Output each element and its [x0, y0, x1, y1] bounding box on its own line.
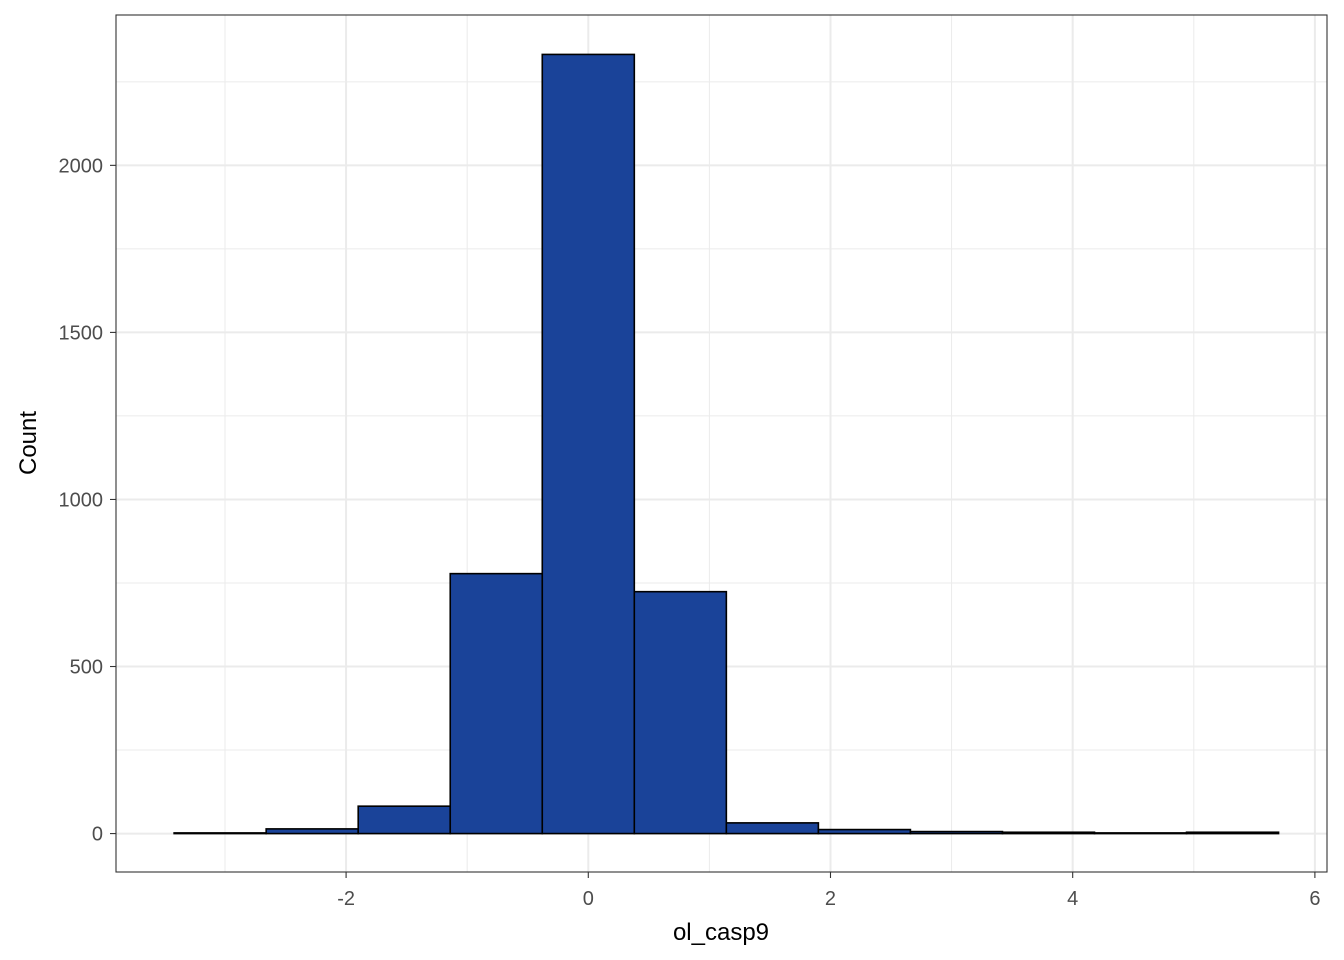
plot-panel-border [115, 14, 1328, 873]
histogram-bar [1185, 831, 1280, 835]
y-axis-ticks: 0 500 1000 1500 2000 [59, 155, 116, 846]
histogram-bars [173, 53, 1280, 835]
y-tick-label: 1500 [59, 322, 104, 344]
x-tick-label: 6 [1309, 888, 1320, 910]
x-tick-label: 4 [1067, 888, 1078, 910]
y-tick-label: 2000 [59, 155, 104, 177]
x-tick-label: 2 [825, 888, 836, 910]
x-tick-label: -2 [337, 888, 355, 910]
y-tick-label: 500 [70, 657, 103, 679]
histogram-bar [357, 805, 452, 835]
histogram-bar [173, 832, 267, 835]
histogram-bar [449, 572, 544, 835]
histogram-bar [725, 822, 820, 835]
histogram-bar [817, 828, 912, 835]
y-tick-label: 0 [92, 824, 103, 846]
histogram-bar [1093, 832, 1188, 835]
histogram-bar [265, 828, 360, 835]
x-axis-title: ol_casp9 [673, 919, 769, 946]
x-tick-label: 0 [583, 888, 594, 910]
y-axis-title: Count [15, 411, 42, 475]
y-tick-label: 1000 [59, 489, 104, 511]
x-axis-ticks: -2 0 2 4 6 [337, 872, 1320, 910]
histogram-bar [541, 53, 636, 835]
histogram-bar [1001, 831, 1096, 835]
histogram-bar [633, 590, 728, 835]
histogram-bar [909, 830, 1004, 835]
